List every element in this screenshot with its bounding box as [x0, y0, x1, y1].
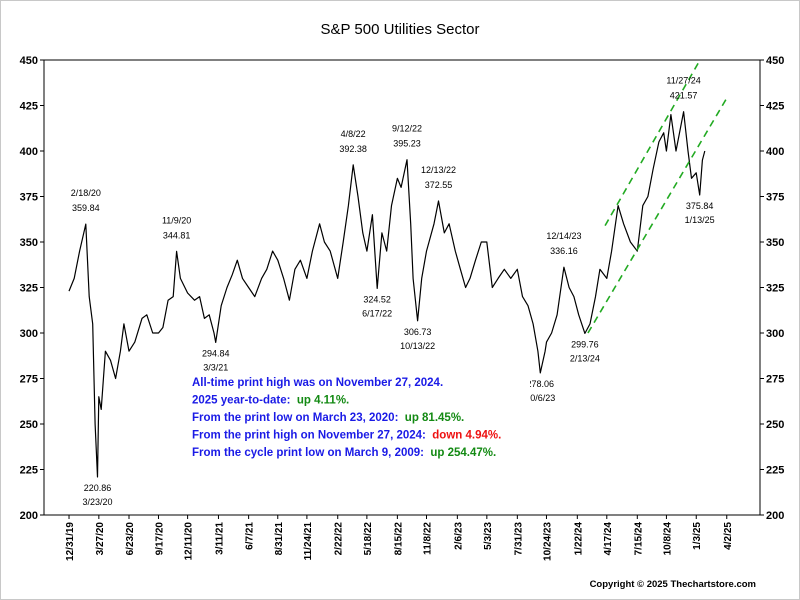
x-tick-label: 1/22/24: [573, 522, 584, 556]
annotation-date: 6/17/22: [362, 308, 392, 318]
notes-box: [188, 372, 530, 460]
note-line: From the print high on November 27, 2024…: [192, 430, 501, 442]
y-tick-label-right: 325: [766, 283, 784, 295]
y-tick-label-right: 275: [766, 374, 784, 386]
x-tick-label: 9/17/20: [154, 522, 165, 556]
y-tick-label-right: 400: [766, 146, 784, 158]
x-tick-label: 2/22/22: [334, 522, 345, 556]
y-tick-label-right: 300: [766, 328, 784, 340]
annotation-date: 11/9/20: [162, 215, 191, 225]
annotation-value: 421.57: [670, 91, 698, 101]
y-tick-label: 350: [20, 237, 38, 249]
x-tick-label: 6/7/21: [245, 522, 256, 550]
x-tick-label: 2/6/23: [453, 522, 464, 550]
note-part: up 254.47%.: [430, 447, 496, 459]
annotation-date: 12/13/22: [421, 165, 456, 175]
note-part: From the print low on March 23, 2020:: [192, 412, 405, 424]
annotation-date: 1/13/25: [685, 215, 715, 225]
x-tick-label: 10/24/23: [542, 522, 553, 561]
annotation-date: 11/27/24: [666, 76, 700, 86]
annotation-date: 9/12/22: [392, 124, 422, 134]
note-line: From the print low on March 23, 2020: up…: [192, 412, 464, 424]
y-tick-label-right: 200: [766, 510, 784, 522]
y-tick-label: 425: [20, 101, 38, 113]
annotation-date: 10/13/22: [400, 341, 435, 351]
x-tick-label: 11/24/21: [303, 522, 314, 561]
y-tick-label: 225: [20, 465, 38, 477]
note-part: All-time print high was on November 27, …: [192, 377, 443, 389]
x-tick-label: 3/11/21: [214, 522, 225, 555]
y-tick-label: 450: [20, 55, 38, 67]
note-part: down 4.94%.: [432, 430, 501, 442]
annotation-date: 12/14/23: [546, 231, 581, 241]
annotation-value: 278.06: [527, 379, 555, 389]
y-tick-label: 250: [20, 419, 38, 431]
annotation-value: 359.84: [72, 203, 100, 213]
note-part: up 81.45%.: [405, 412, 464, 424]
note-part: up 4.11%.: [297, 395, 349, 407]
x-tick-label: 5/18/22: [363, 522, 374, 556]
y-tick-label-right: 225: [766, 465, 784, 477]
annotation-value: 375.84: [686, 201, 714, 211]
note-part: From the print high on November 27, 2024…: [192, 430, 432, 442]
x-tick-label: 11/8/22: [423, 522, 434, 555]
y-tick-label: 275: [20, 374, 38, 386]
annotation-value: 344.81: [163, 230, 191, 240]
note-line: All-time print high was on November 27, …: [192, 377, 443, 389]
y-tick-label-right: 450: [766, 55, 784, 67]
x-tick-label: 10/8/24: [662, 522, 673, 556]
x-tick-label: 12/11/20: [184, 522, 195, 561]
annotation-value: 324.52: [363, 294, 391, 304]
x-tick-label: 4/17/24: [603, 522, 614, 556]
price-line: [68, 111, 706, 478]
y-tick-label: 400: [20, 146, 38, 158]
annotation-value: 306.73: [404, 327, 432, 337]
annotation-date: 4/8/22: [341, 129, 366, 139]
x-tick-label: 8/31/21: [274, 522, 285, 556]
x-tick-label: 1/3/25: [692, 522, 703, 550]
x-tick-label: 4/2/25: [723, 522, 734, 550]
note-part: 2025 year-to-date:: [192, 395, 297, 407]
y-tick-label-right: 375: [766, 192, 784, 204]
x-tick-label: 12/31/19: [65, 522, 76, 561]
chart-title: S&P 500 Utilities Sector: [321, 21, 480, 38]
x-tick-label: 6/23/20: [125, 522, 136, 556]
trend-line: [587, 95, 729, 334]
y-tick-label: 300: [20, 328, 38, 340]
annotation-value: 392.38: [339, 144, 367, 154]
x-tick-label: 5/3/23: [483, 522, 494, 550]
annotation-value: 294.84: [202, 348, 230, 358]
x-tick-label: 3/27/20: [95, 522, 106, 556]
annotation-value: 299.76: [571, 339, 599, 349]
x-tick-label: 8/15/22: [393, 522, 404, 556]
x-tick-label: 7/31/23: [513, 522, 524, 556]
note-line: From the cycle print low on March 9, 200…: [192, 447, 496, 459]
x-tick-label: 7/15/24: [633, 522, 644, 556]
y-tick-label: 200: [20, 510, 38, 522]
annotation-date: 3/3/21: [203, 362, 228, 372]
y-tick-label-right: 350: [766, 237, 784, 249]
annotation-value: 220.86: [84, 483, 112, 493]
trend-line: [604, 59, 701, 227]
annotation-date: 2/13/24: [570, 353, 600, 363]
y-tick-label-right: 425: [766, 101, 784, 113]
note-part: From the cycle print low on March 9, 200…: [192, 447, 430, 459]
annotation-date: 3/23/20: [82, 497, 112, 507]
annotation-value: 336.16: [550, 246, 578, 256]
annotation-value: 395.23: [393, 139, 421, 149]
annotation-value: 372.55: [425, 180, 453, 190]
y-tick-label-right: 250: [766, 419, 784, 431]
annotation-date: 2/18/20: [71, 188, 101, 198]
annotation-date: 10/6/23: [525, 393, 555, 403]
y-tick-label: 325: [20, 283, 38, 295]
y-tick-label: 375: [20, 192, 38, 204]
copyright: Copyright © 2025 Thechartstore.com: [590, 579, 756, 590]
note-line: 2025 year-to-date: up 4.11%.: [192, 395, 349, 407]
